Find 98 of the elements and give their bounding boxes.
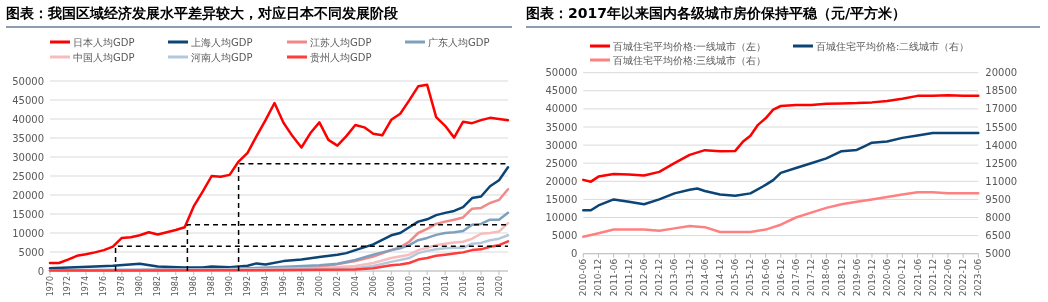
x-tick-label: 1998 — [296, 276, 306, 297]
x-tick-label: 2014-06 — [699, 258, 710, 297]
y2-tick-label: 8000 — [985, 212, 1011, 223]
x-tick-label: 2015-12 — [745, 258, 756, 297]
legend-label: 中国人均GDP — [73, 51, 135, 63]
chart-title: 图表：2017年以来国内各级城市房价保持平稳（元/平方米） — [526, 5, 907, 21]
legend-label: 河南人均GDP — [191, 51, 253, 63]
y2-tick-label: 6500 — [985, 230, 1011, 242]
legend-label: 百城住宅平均价格:三线城市（右） — [613, 54, 767, 66]
x-tick-label: 2012-12 — [654, 258, 665, 297]
y-tick-label: 15000 — [12, 208, 44, 220]
y-tick-label: 10000 — [545, 212, 578, 223]
y2-tick-label: 5000 — [985, 248, 1011, 260]
y-tick-label: 35000 — [545, 121, 578, 133]
x-tick-label: 2017-12 — [806, 258, 817, 297]
x-tick-label: 2011-12 — [623, 258, 634, 297]
x-tick-label: 2014-12 — [715, 258, 726, 297]
x-tick-label: 1986 — [189, 276, 199, 297]
y2-tick-label: 20000 — [985, 67, 1018, 79]
y2-tick-label: 12500 — [985, 157, 1018, 169]
x-tick-label: 2016-06 — [760, 258, 771, 297]
y-tick-label: 40000 — [545, 103, 578, 115]
y2-tick-label: 9500 — [985, 193, 1011, 205]
y-tick-label: 0 — [570, 248, 578, 260]
x-tick-label: 2023-06 — [973, 258, 984, 297]
x-tick-label: 2022-06 — [942, 258, 953, 297]
y-tick-label: 50000 — [12, 75, 44, 87]
legend-label: 上海人均GDP — [191, 36, 253, 48]
x-tick-label: 2008 — [386, 276, 396, 297]
y-tick-label: 25000 — [12, 170, 44, 182]
x-tick-label: 1982 — [153, 276, 163, 297]
x-tick-label: 2018-06 — [821, 258, 832, 297]
y-tick-label: 20000 — [12, 189, 44, 201]
x-tick-label: 1970 — [45, 276, 55, 297]
legend-label: 日本人均GDP — [73, 36, 135, 48]
x-tick-label: 2016-12 — [775, 258, 786, 297]
x-tick-label: 2018-12 — [836, 258, 847, 297]
legend-label: 广东人均GDP — [428, 36, 490, 48]
x-tick-label: 2013-06 — [669, 258, 680, 297]
x-tick-label: 2010-12 — [593, 258, 604, 297]
y-tick-label: 40000 — [12, 113, 44, 125]
x-tick-label: 1994 — [261, 276, 271, 297]
x-tick-label: 1974 — [81, 276, 91, 297]
y-tick-label: 0 — [37, 265, 44, 277]
x-tick-label: 2011-06 — [608, 258, 619, 297]
x-tick-label: 2013-12 — [684, 258, 695, 297]
x-tick-label: 1990 — [225, 276, 235, 297]
x-tick-label: 2015-06 — [730, 258, 741, 297]
x-tick-label: 2014 — [440, 276, 450, 297]
x-tick-label: 2020-12 — [897, 258, 908, 297]
y-tick-label: 5000 — [551, 230, 578, 242]
y-tick-label: 25000 — [545, 157, 578, 169]
x-tick-label: 2000 — [314, 276, 324, 297]
x-tick-label: 2019-06 — [851, 258, 862, 297]
y-tick-label: 35000 — [12, 132, 44, 144]
y-tick-label: 10000 — [12, 227, 44, 239]
y2-tick-label: 14000 — [985, 139, 1018, 151]
y-tick-label: 45000 — [545, 85, 578, 97]
x-tick-label: 2006 — [368, 276, 378, 297]
x-tick-label: 2020-06 — [882, 258, 893, 297]
x-tick-label: 1996 — [278, 276, 288, 297]
chart-title: 图表：我国区域经济发展水平差异较大，对应日本不同发展阶段 — [6, 5, 399, 21]
x-tick-label: 2019-12 — [866, 258, 877, 297]
y-tick-label: 15000 — [545, 193, 578, 205]
legend-label: 百城住宅平均价格:一线城市（左） — [613, 40, 767, 52]
x-tick-label: 2012 — [422, 276, 432, 297]
x-tick-label: 2010-06 — [578, 258, 589, 297]
x-tick-label: 1984 — [171, 276, 181, 297]
x-tick-label: 1972 — [63, 276, 73, 297]
x-tick-label: 2018 — [476, 276, 486, 297]
x-tick-label: 2012-06 — [639, 258, 650, 297]
y-tick-label: 20000 — [545, 175, 578, 187]
x-tick-label: 1980 — [135, 276, 145, 297]
x-tick-label: 2017-06 — [790, 258, 801, 297]
x-tick-label: 2021-06 — [912, 258, 923, 297]
x-tick-label: 1988 — [207, 276, 217, 297]
y2-tick-label: 17000 — [985, 103, 1018, 115]
x-tick-label: 1992 — [243, 276, 253, 297]
y-tick-label: 50000 — [545, 67, 578, 79]
x-tick-label: 2020 — [494, 276, 504, 297]
y-tick-label: 5000 — [18, 246, 44, 258]
x-tick-label: 2002 — [332, 276, 342, 297]
x-tick-label: 2021-12 — [927, 258, 938, 297]
x-tick-label: 2022-12 — [958, 258, 969, 297]
y2-tick-label: 11000 — [985, 175, 1018, 187]
y-tick-label: 45000 — [12, 94, 44, 106]
x-tick-label: 1976 — [99, 276, 109, 297]
y-tick-label: 30000 — [545, 139, 578, 151]
y2-tick-label: 15500 — [985, 121, 1018, 133]
x-tick-label: 2004 — [350, 276, 360, 297]
y2-tick-label: 18500 — [985, 85, 1018, 97]
legend-label: 贵州人均GDP — [310, 51, 372, 63]
x-tick-label: 1978 — [117, 276, 127, 297]
y-tick-label: 30000 — [12, 151, 44, 163]
legend-label: 百城住宅平均价格:二线城市（右） — [816, 40, 970, 52]
x-tick-label: 2016 — [458, 276, 468, 297]
legend-label: 江苏人均GDP — [310, 36, 372, 48]
x-tick-label: 2010 — [404, 276, 414, 297]
